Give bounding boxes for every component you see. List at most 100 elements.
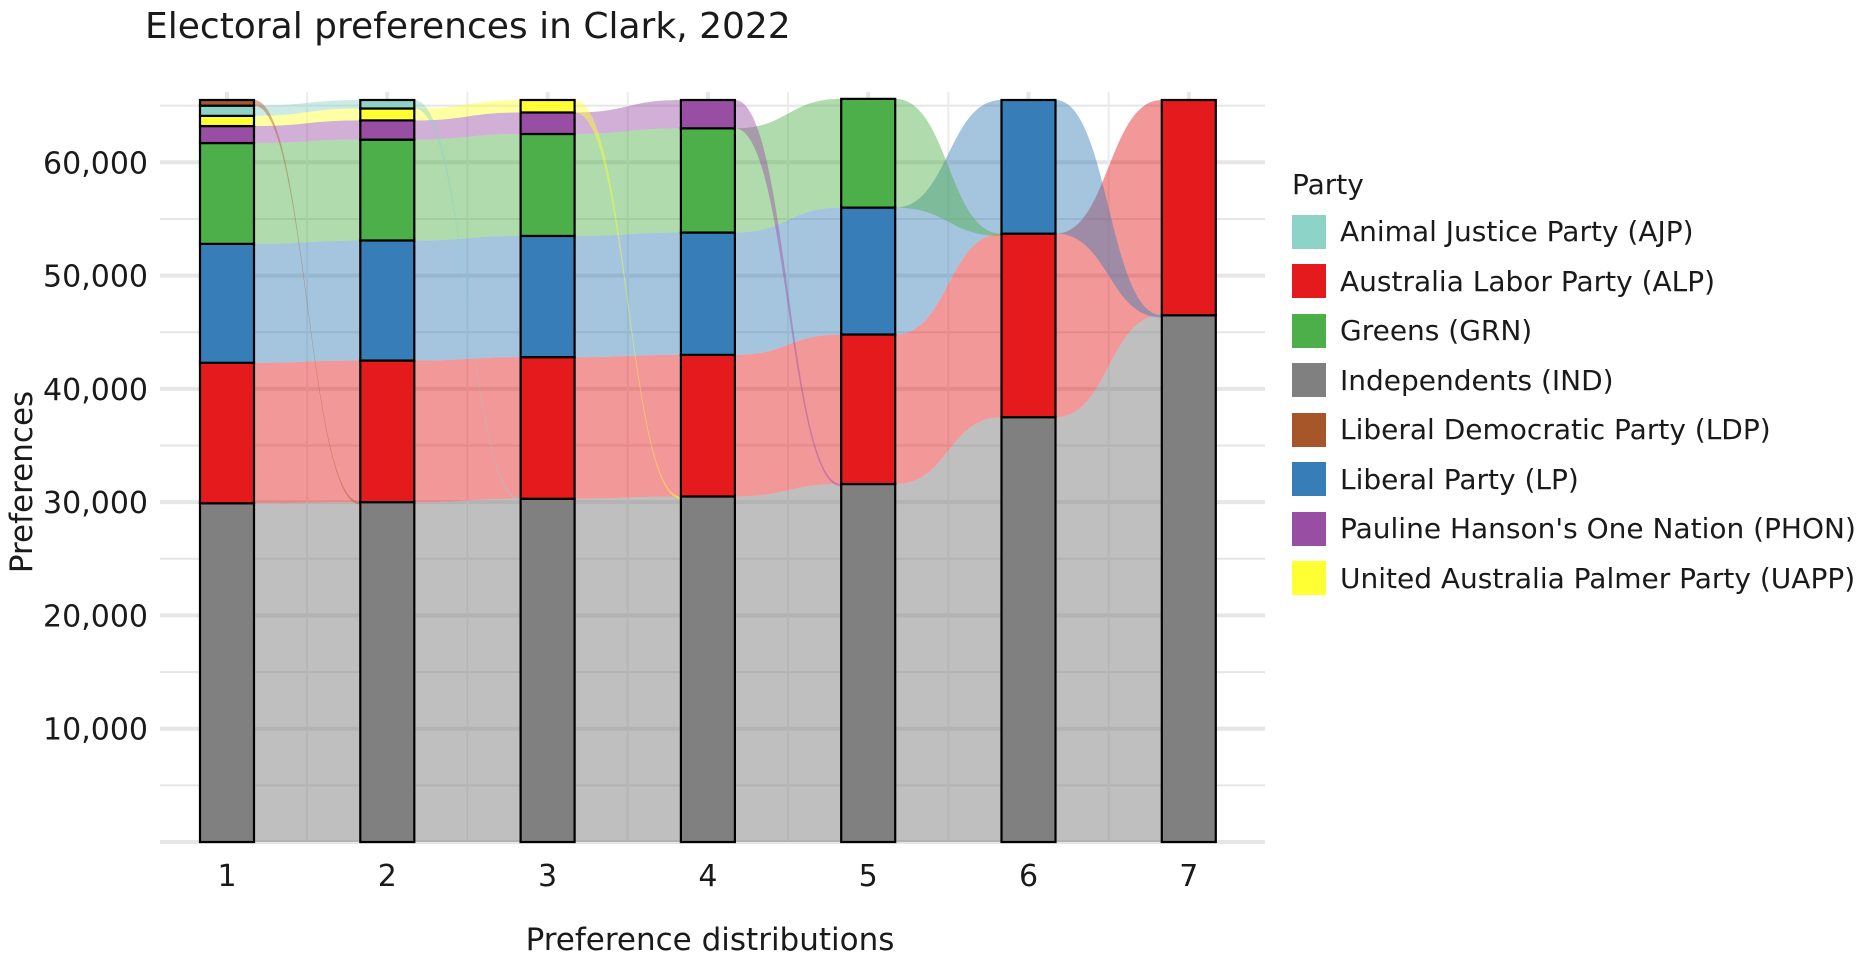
bar-grn-1 — [198, 141, 256, 245]
bar-alp-5 — [840, 333, 897, 486]
flow-phon-2-3 — [414, 112, 521, 140]
bar-lp-4 — [679, 231, 737, 356]
bar-alp-3 — [519, 356, 576, 500]
bar-ajp-2 — [359, 98, 416, 110]
x-tick-label: 6 — [1019, 859, 1038, 894]
legend-swatch — [1292, 214, 1326, 249]
legend-label: Animal Justice Party (AJP) — [1340, 215, 1694, 249]
bar-phon-3 — [519, 111, 576, 136]
y-tick-label: 40,000 — [43, 373, 148, 408]
legend-item-alp: Australia Labor Party (ALP) — [1292, 257, 1856, 307]
y-tick-label: 10,000 — [43, 713, 148, 748]
bar-ind-2 — [359, 501, 416, 844]
flow-lp-3-4 — [574, 232, 681, 358]
flow-ajp-2-3 — [414, 100, 521, 502]
bar-alp-6 — [1000, 232, 1057, 419]
flow-alp-2-3 — [414, 357, 521, 503]
flow-lp-2-3 — [414, 235, 521, 361]
legend-swatch — [1292, 462, 1326, 497]
bar-ind-1 — [198, 502, 256, 844]
legend-swatch — [1292, 511, 1326, 546]
legend-item-phon: Pauline Hanson's One Nation (PHON) — [1292, 504, 1856, 554]
flow-grn-3-4 — [574, 128, 681, 236]
flow-uapp-3-4 — [574, 100, 681, 499]
bar-grn-2 — [359, 138, 416, 242]
bar-grn-4 — [679, 127, 737, 234]
flow-uapp-1-2 — [254, 108, 361, 127]
bar-phon-4 — [679, 98, 737, 130]
x-tick-label: 5 — [859, 859, 878, 894]
x-tick-label: 4 — [698, 859, 717, 894]
legend-item-ajp: Animal Justice Party (AJP) — [1292, 207, 1856, 257]
x-axis-label: Preference distributions — [526, 922, 895, 956]
bar-uapp-3 — [519, 98, 576, 114]
flow-lp-4-5 — [734, 207, 842, 355]
bar-ind-3 — [519, 497, 576, 844]
flow-ajp-1-2 — [254, 100, 361, 116]
flow-ind-1-2 — [254, 502, 361, 842]
flow-ind-4-5 — [734, 484, 842, 842]
bar-lp-1 — [198, 242, 256, 364]
legend-item-grn: Greens (GRN) — [1292, 306, 1856, 356]
legend: Party Animal Justice Party (AJP) Australi… — [1292, 168, 1856, 603]
flow-grn-4-5 — [734, 98, 842, 233]
bar-lp-6 — [1000, 98, 1057, 235]
legend-item-ldp: Liberal Democratic Party (LDP) — [1292, 405, 1856, 455]
bar-ind-4 — [679, 495, 737, 844]
flow-ind-6-7 — [1055, 315, 1162, 842]
bar-lp-3 — [519, 234, 576, 359]
y-axis-label: Preferences — [4, 391, 40, 573]
y-tick-label: 30,000 — [43, 486, 148, 521]
bar-phon-1 — [198, 124, 256, 145]
x-tick-label: 3 — [538, 859, 557, 894]
flow-phon-1-2 — [254, 120, 361, 144]
flow-alp-4-5 — [734, 334, 842, 497]
bar-grn-5 — [840, 97, 897, 209]
flow-uapp-2-3 — [414, 100, 521, 121]
flow-lp-1-2 — [254, 240, 361, 363]
legend-swatch — [1292, 561, 1326, 596]
axis-layer: 10,000 20,000 30,000 40,000 50,000 60,000 1 2 3 4… — [4, 146, 1198, 956]
bar-ind-6 — [1000, 416, 1057, 844]
y-tick-label: 50,000 — [43, 260, 148, 295]
flow-layer — [254, 98, 1162, 842]
bar-grn-3 — [519, 132, 576, 238]
flow-alp-5-6 — [895, 233, 1002, 485]
bar-phon-2 — [359, 119, 416, 141]
bar-uapp-2 — [359, 107, 416, 122]
bar-alp-7 — [1160, 98, 1217, 317]
flow-grn-1-2 — [254, 139, 361, 244]
flow-ldp-1-2 — [254, 100, 361, 505]
bar-ajp-1 — [198, 104, 256, 117]
legend-label: Australia Labor Party (ALP) — [1340, 264, 1716, 298]
flow-grn-2-3 — [414, 133, 521, 241]
bar-ldp-1 — [198, 98, 256, 107]
legend-label: Liberal Democratic Party (LDP) — [1340, 413, 1771, 447]
y-tick-label: 20,000 — [43, 599, 148, 634]
bar-alp-4 — [679, 353, 737, 498]
legend-label: United Australia Palmer Party (UAPP) — [1340, 561, 1856, 595]
bar-uapp-1 — [198, 114, 256, 128]
bar-layer — [198, 97, 1217, 844]
flow-lp-6-7 — [1055, 100, 1162, 318]
y-tick-label: 60,000 — [43, 146, 148, 181]
legend-item-uapp: United Australia Palmer Party (UAPP) — [1292, 554, 1856, 604]
flow-phon-3-4 — [574, 100, 681, 134]
legend-swatch — [1292, 412, 1326, 447]
flow-lp-5-6 — [895, 100, 1002, 335]
bar-alp-2 — [359, 359, 416, 504]
legend-swatch — [1292, 363, 1326, 398]
flow-alp-3-4 — [574, 354, 681, 499]
bar-lp-5 — [840, 206, 897, 336]
flow-grn-5-6 — [895, 98, 1002, 236]
flow-phon-4-5 — [734, 100, 842, 487]
legend-label: Liberal Party (LP) — [1340, 462, 1579, 496]
bar-alp-1 — [198, 361, 256, 505]
legend-items: Animal Justice Party (AJP) Australia Labo… — [1292, 207, 1856, 603]
legend-label: Pauline Hanson's One Nation (PHON) — [1340, 512, 1856, 546]
legend-swatch — [1292, 264, 1326, 299]
legend-title: Party — [1292, 168, 1364, 201]
flow-ind-5-6 — [895, 417, 1002, 842]
